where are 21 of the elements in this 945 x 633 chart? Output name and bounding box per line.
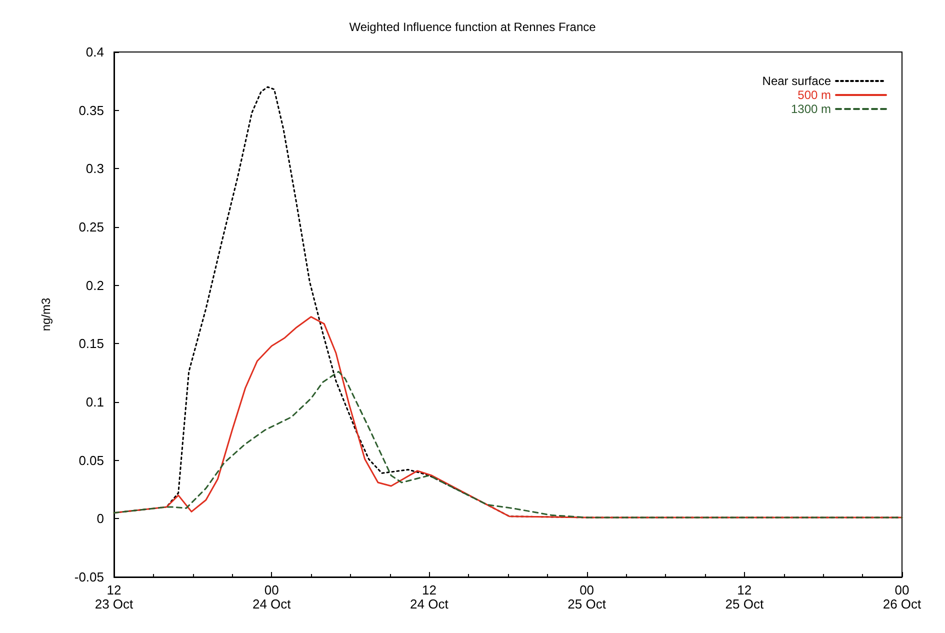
legend-label: Near surface [762,74,832,88]
x-tick-label: 00 25 Oct [568,582,606,612]
x-tick-label: 12 25 Oct [725,582,764,612]
x-tick-label: 12 23 Oct [94,582,134,612]
y-tick-label: 0.25 [78,220,104,234]
chart-title: Weighted Influence function at Rennes France [349,20,596,34]
x-tick-label: 00 26 Oct [882,582,922,612]
y-tick-label: -0.05 [74,570,104,584]
y-tick-label: 0.1 [86,394,104,410]
legend-label: 1300 m [790,102,831,116]
y-tick-label: 0.35 [78,102,104,118]
y-tick-label: 0.4 [86,44,104,60]
y-axis-title: ng/m3 [39,298,53,332]
y-tick-label: 0.2 [86,278,104,293]
x-tick-label: 00 24 Oct [252,582,292,612]
y-tick-label: 0.15 [78,336,104,352]
x-tick-label: 12 24 Oct [410,582,449,612]
y-tick-label: 0.3 [86,161,104,176]
legend-label: 500 m [798,88,831,102]
y-tick-label: 0.05 [78,452,104,468]
y-tick-label: 0 [96,511,104,526]
